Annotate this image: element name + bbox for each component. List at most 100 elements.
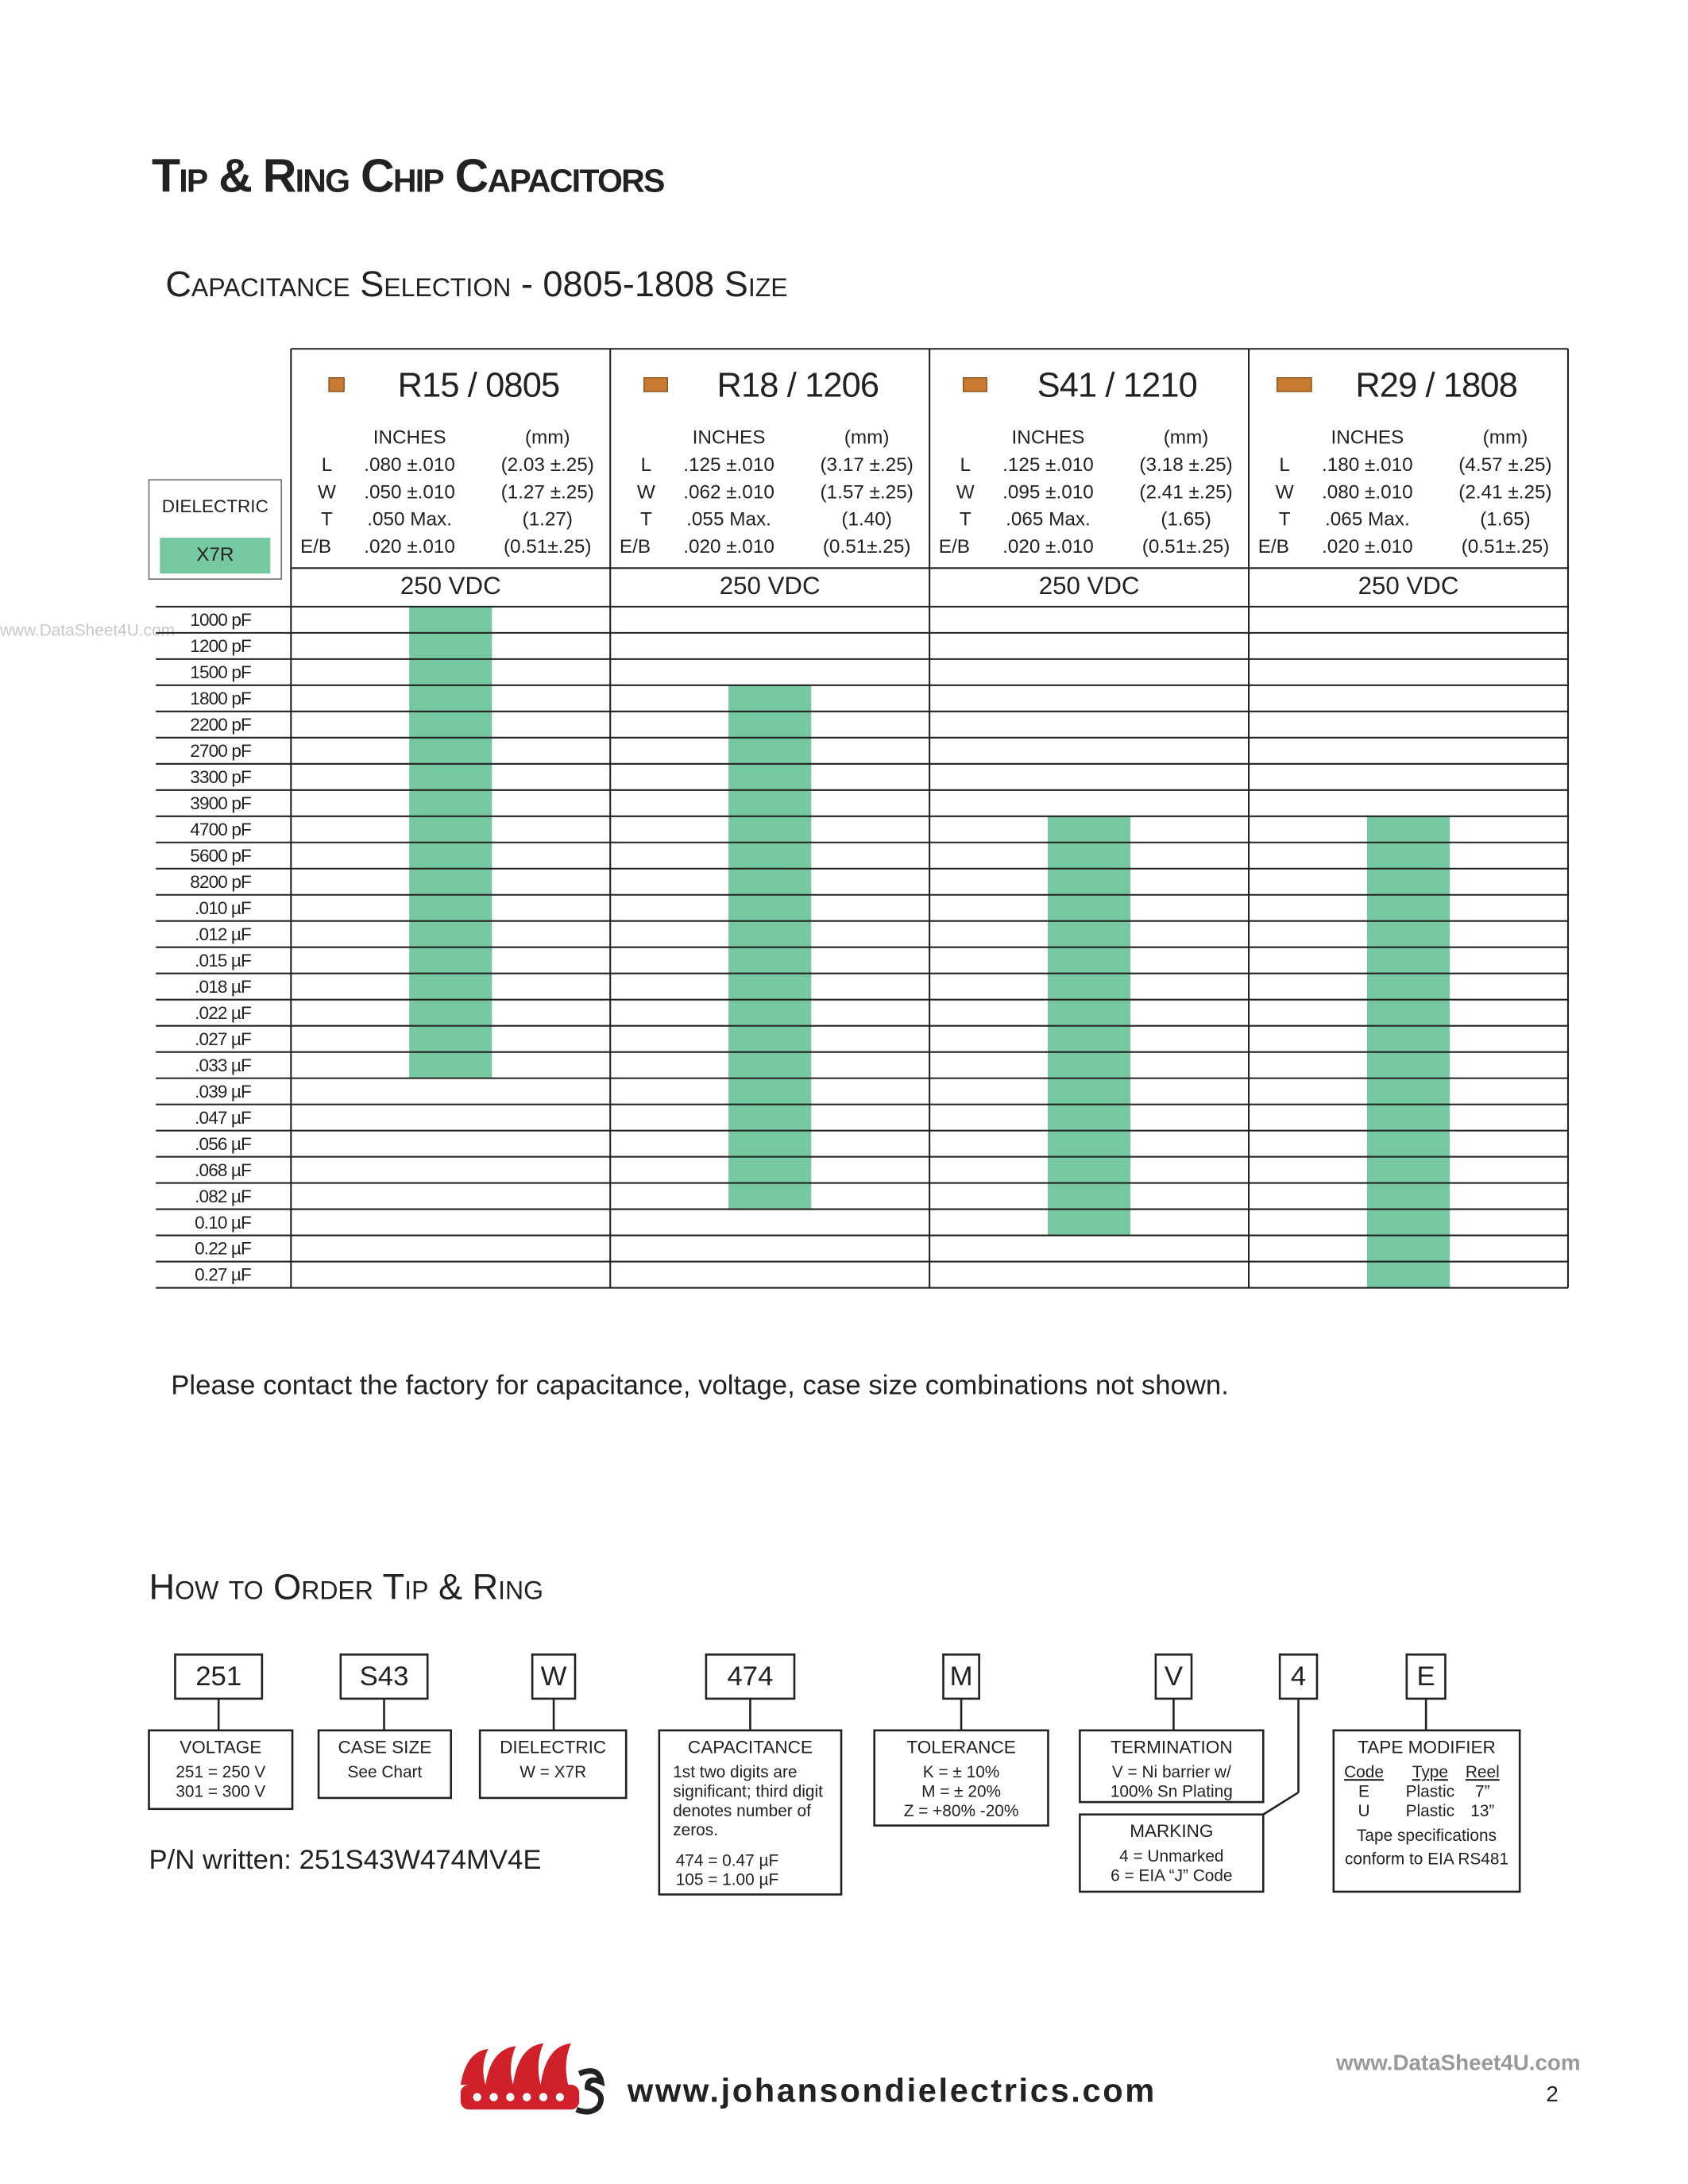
description-line: K = ± 10% <box>923 1763 1000 1781</box>
table-cell: Plastic <box>1406 1802 1454 1820</box>
capacitance-label: 0.10 µF <box>195 1213 251 1233</box>
case-size: R29 / 1808 <box>1355 366 1517 404</box>
table-header: Type <box>1412 1763 1448 1781</box>
unit-header: INCHES <box>693 427 766 449</box>
capacitance-label: 0.22 µF <box>195 1239 251 1259</box>
capacitance-label: 3300 pF <box>190 767 251 787</box>
dielectric-swatch <box>160 538 271 574</box>
capacitance-label: .022 µF <box>195 1003 251 1023</box>
description-box <box>317 1729 453 1800</box>
description-line: 4 = Unmarked <box>1119 1847 1223 1866</box>
dim-label: L <box>960 454 971 476</box>
dim-label: E/B <box>300 536 331 558</box>
case-size: S41 / 1210 <box>1037 366 1197 404</box>
logo <box>460 2043 605 2115</box>
unit-header: INCHES <box>1012 427 1085 449</box>
dim-inches: .020 ±.010 <box>1002 536 1094 558</box>
description-line: significant; third digit <box>673 1782 823 1800</box>
dim-label: E/B <box>939 536 970 558</box>
table-cell: 7” <box>1475 1782 1490 1800</box>
code: 251 <box>195 1661 241 1692</box>
description-box <box>478 1729 628 1800</box>
code: V <box>1165 1661 1183 1692</box>
description-line: See Chart <box>347 1763 422 1781</box>
dim-label: E/B <box>620 536 651 558</box>
dim-mm: (1.65) <box>1480 509 1530 531</box>
description-line: 105 = 1.00 µF <box>676 1871 779 1889</box>
capacitance-label: .015 µF <box>195 951 251 970</box>
dim-label: W <box>1276 481 1294 503</box>
description-line: denotes number of <box>673 1802 811 1820</box>
capacitance-label: 1800 pF <box>190 689 251 708</box>
subtitle: Capacitance Selection - 0805-1808 Size <box>165 264 787 304</box>
description-line: zeros. <box>673 1821 718 1839</box>
description-line: 100% Sn Plating <box>1111 1782 1233 1800</box>
description-line: M = ± 20% <box>921 1782 1001 1800</box>
note: Please contact the factory for capacitan… <box>171 1371 1229 1401</box>
table-cell: Plastic <box>1406 1782 1454 1800</box>
capacitance-label: .018 µF <box>195 977 251 997</box>
unit-header: (mm) <box>1483 427 1528 449</box>
table-cell: 13” <box>1470 1802 1494 1820</box>
table-cell: E <box>1358 1782 1369 1800</box>
dim-mm: (1.40) <box>841 509 891 531</box>
code: S43 <box>360 1661 409 1692</box>
capacitance-label: .056 µF <box>195 1134 251 1154</box>
code: E <box>1417 1661 1435 1692</box>
unit-header: INCHES <box>1331 427 1404 449</box>
voltage: 250 VDC <box>400 572 501 600</box>
unit-header: INCHES <box>373 427 446 449</box>
rule <box>1262 1791 1300 1815</box>
description-line: V = Ni barrier w/ <box>1112 1763 1231 1781</box>
code-box <box>1405 1653 1447 1700</box>
voltage: 250 VDC <box>1039 572 1140 600</box>
description-line: W = X7R <box>520 1763 586 1781</box>
description-line: Tape specifications <box>1357 1827 1497 1845</box>
dim-label: L <box>1279 454 1290 476</box>
dim-label: T <box>640 509 652 531</box>
description-heading: DIELECTRIC <box>500 1737 606 1757</box>
description-box <box>1079 1729 1265 1804</box>
description-heading: TERMINATION <box>1111 1737 1233 1757</box>
watermark: www.DataSheet4U.com <box>1335 2050 1581 2074</box>
table-header: Code <box>1344 1763 1384 1781</box>
title: Tip & Ring Chip Capacitors <box>152 149 664 202</box>
dim-inches: .095 ±.010 <box>1002 481 1094 503</box>
capacitance-label: .082 µF <box>195 1187 251 1206</box>
capacitance-label: 3900 pF <box>190 793 251 813</box>
capacitance-label: 4700 pF <box>190 820 251 839</box>
description-heading: TAPE MODIFIER <box>1358 1737 1496 1757</box>
case-size: R15 / 0805 <box>398 366 560 404</box>
capacitance-label: 8200 pF <box>190 872 251 892</box>
capacitance-label: 1500 pF <box>190 662 251 682</box>
dim-label: W <box>318 481 336 503</box>
dim-label: L <box>641 454 652 476</box>
dim-inches: .125 ±.010 <box>1002 454 1094 476</box>
chip-icon <box>643 377 668 392</box>
capacitance-label: .068 µF <box>195 1160 251 1180</box>
dim-mm: (2.41 ±.25) <box>1458 481 1551 503</box>
dim-label: L <box>322 454 333 476</box>
code: 474 <box>727 1661 773 1692</box>
dim-inches: .050 ±.010 <box>364 481 455 503</box>
description-line: Z = +80% -20% <box>904 1802 1019 1820</box>
description-heading: CASE SIZE <box>338 1737 431 1757</box>
dielectric-box <box>148 479 283 581</box>
dielectric-label: DIELECTRIC <box>162 496 268 516</box>
capacitance-label: 1000 pF <box>190 610 251 630</box>
page-number: 2 <box>1546 2082 1558 2106</box>
unit-header: (mm) <box>844 427 890 449</box>
dim-mm: (1.27) <box>522 509 572 531</box>
chip-icon <box>962 377 987 392</box>
case-size: R18 / 1206 <box>717 366 879 404</box>
dim-mm: (0.51±.25) <box>823 536 911 558</box>
voltage: 250 VDC <box>720 572 821 600</box>
capacitance-label: 0.27 µF <box>195 1265 251 1285</box>
description-line: conform to EIA RS481 <box>1345 1850 1508 1869</box>
footer-url: www.johansondielectrics.com <box>627 2071 1157 2109</box>
dim-inches: .180 ±.010 <box>1322 454 1413 476</box>
dim-label: E/B <box>1258 536 1289 558</box>
code: 4 <box>1291 1661 1306 1692</box>
dim-inches: .062 ±.010 <box>683 481 774 503</box>
